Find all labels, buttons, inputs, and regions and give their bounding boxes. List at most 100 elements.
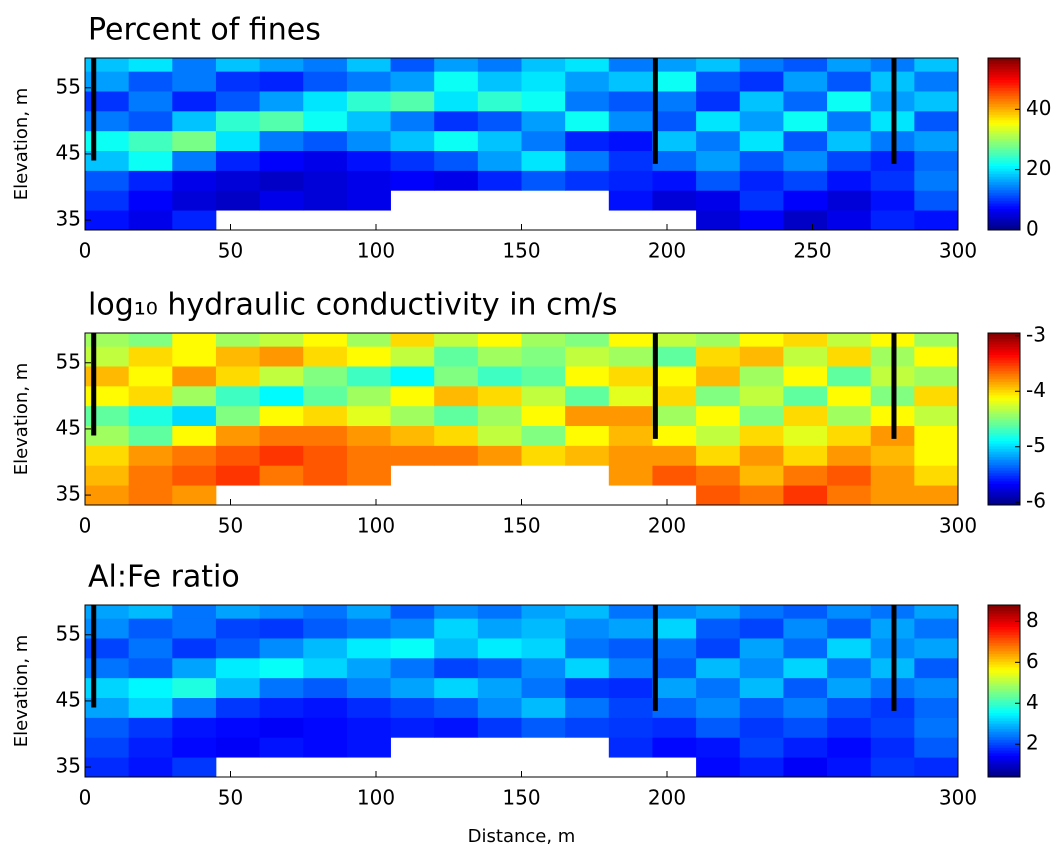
colorbar-step xyxy=(988,82,1020,86)
cell xyxy=(827,385,872,407)
cell xyxy=(739,170,784,191)
cell xyxy=(303,58,348,72)
cell xyxy=(303,405,348,427)
colorbar-step xyxy=(988,211,1020,215)
cell xyxy=(914,737,958,758)
cell xyxy=(608,737,653,758)
colorbar-tick-label: 2 xyxy=(1026,731,1039,755)
colorbar-tick-label: -4 xyxy=(1026,378,1046,402)
cell xyxy=(652,657,697,679)
cell xyxy=(608,445,653,466)
cell xyxy=(128,737,173,758)
cell xyxy=(434,91,479,112)
colorbar-step xyxy=(988,192,1020,196)
x-tick-label: 100 xyxy=(357,514,395,538)
cell xyxy=(434,130,479,152)
colorbar-step xyxy=(988,101,1020,105)
cell xyxy=(215,170,260,191)
colorbar-step xyxy=(988,419,1020,423)
cell xyxy=(739,657,784,679)
cell xyxy=(739,757,784,777)
cell xyxy=(521,425,566,446)
cell xyxy=(346,445,391,466)
colorbar-step xyxy=(988,691,1020,695)
colorbar-step xyxy=(988,429,1020,433)
cell xyxy=(827,605,872,619)
colorbar-step xyxy=(988,464,1020,468)
cell xyxy=(652,110,697,132)
cell xyxy=(434,110,479,132)
cell xyxy=(739,190,784,211)
colorbar-step xyxy=(988,200,1020,204)
cell xyxy=(565,91,610,112)
colorbar-step xyxy=(988,122,1020,126)
cell xyxy=(128,638,173,659)
cell xyxy=(259,91,304,112)
cell xyxy=(172,605,217,619)
colorbar-step xyxy=(988,715,1020,719)
colorbar-step xyxy=(988,359,1020,364)
cell xyxy=(85,485,130,505)
cell xyxy=(652,190,697,211)
cell xyxy=(521,130,566,152)
cell xyxy=(215,605,260,619)
colorbar-step xyxy=(988,650,1020,654)
cell xyxy=(128,618,173,639)
cell xyxy=(521,385,566,407)
cell xyxy=(346,71,391,92)
colorbar-step xyxy=(988,435,1020,439)
cell xyxy=(914,190,958,211)
colorbar-step xyxy=(988,443,1020,447)
cell xyxy=(827,485,872,505)
cell xyxy=(783,445,828,466)
y-axis-label: Elevation, m xyxy=(11,363,32,476)
colorbar-step xyxy=(988,736,1020,740)
cell xyxy=(128,677,173,699)
cell xyxy=(477,405,522,427)
cell xyxy=(914,71,958,92)
colorbar-step xyxy=(988,725,1020,730)
cell xyxy=(652,425,697,446)
cell xyxy=(565,110,610,132)
colorbar-step xyxy=(988,138,1020,142)
cell xyxy=(521,445,566,466)
colorbar-step xyxy=(988,125,1020,129)
cell xyxy=(128,485,173,505)
cell xyxy=(739,385,784,407)
colorbar-step xyxy=(988,755,1020,759)
cell xyxy=(739,58,784,72)
colorbar-step xyxy=(988,771,1020,775)
x-tick-label: 150 xyxy=(502,514,540,538)
x-tick-label: 0 xyxy=(79,786,92,810)
cell xyxy=(652,58,697,72)
colorbar-step xyxy=(988,181,1020,185)
cell xyxy=(914,697,958,718)
cell xyxy=(565,405,610,427)
colorbar-step xyxy=(988,637,1020,641)
colorbar-step xyxy=(988,480,1020,484)
cell xyxy=(608,333,653,347)
cell xyxy=(85,190,130,211)
colorbar-step xyxy=(988,491,1020,495)
cell xyxy=(565,346,610,367)
colorbar-step xyxy=(988,440,1020,444)
colorbar-step xyxy=(988,467,1020,471)
cell xyxy=(346,170,391,191)
cell xyxy=(128,385,173,407)
colorbar-step xyxy=(988,615,1020,619)
cell xyxy=(346,190,391,211)
colorbar-step xyxy=(988,68,1020,72)
cell xyxy=(608,405,653,427)
colorbar xyxy=(988,333,1020,506)
cell xyxy=(172,333,217,347)
x-tick-label: 250 xyxy=(793,239,831,263)
colorbar-frame xyxy=(987,332,1021,506)
cell xyxy=(303,425,348,446)
cell xyxy=(434,385,479,407)
cell xyxy=(783,638,828,659)
cell xyxy=(215,638,260,659)
cell xyxy=(696,58,741,72)
cell xyxy=(739,130,784,152)
cell xyxy=(608,150,653,171)
cell xyxy=(346,605,391,619)
